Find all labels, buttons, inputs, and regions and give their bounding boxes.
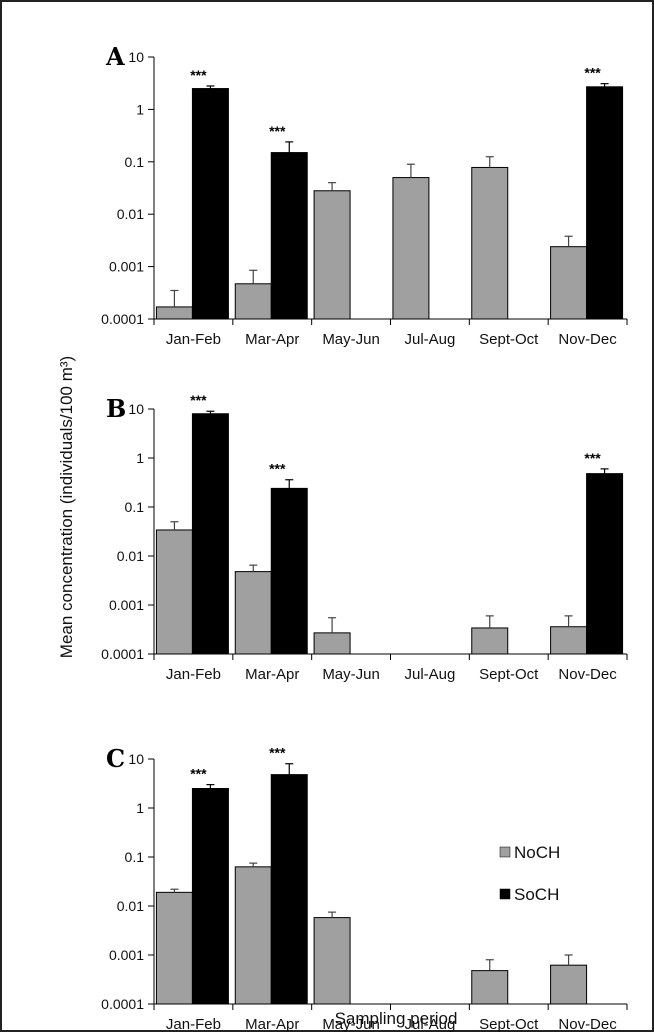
bar-noch — [392, 177, 430, 320]
bar-noch — [313, 190, 351, 320]
bar-noch — [550, 626, 588, 655]
y-tick-label: 0.01 — [117, 548, 144, 564]
bar-soch — [586, 86, 624, 320]
y-tick-label: 0.001 — [109, 947, 144, 963]
y-tick-label: 1 — [136, 800, 144, 816]
y-tick-label: 0.0001 — [101, 646, 144, 662]
bar-noch — [471, 627, 509, 655]
x-tick-label: Jan-Feb — [166, 331, 221, 348]
significance-label: *** — [190, 67, 207, 83]
x-tick-label: Nov-Dec — [558, 331, 617, 348]
x-tick-label: Sept-Oct — [479, 331, 539, 348]
y-tick-label: 1 — [136, 450, 144, 466]
x-tick-label: Jul-Aug — [404, 331, 455, 348]
bar-noch — [155, 891, 193, 1005]
panel-c: 10 1 0.1 0.01 0.001 0.0001 C Jan-Feb Mar-Apr May-… — [101, 744, 628, 1033]
y-tick-label: 0.001 — [109, 259, 144, 275]
x-tick-label: Sept-Oct — [479, 666, 539, 683]
significance-label: *** — [269, 123, 286, 139]
bar-noch — [234, 283, 272, 320]
bar-noch — [471, 166, 509, 320]
significance-label: *** — [584, 65, 601, 81]
x-tick-label: May-Jun — [322, 331, 380, 348]
bar-soch — [270, 152, 308, 320]
y-tick-label: 0.01 — [117, 206, 144, 222]
x-tick-label: Mar-Apr — [245, 331, 299, 348]
y-tick-label: 1 — [136, 101, 144, 117]
y-tick-label: 0.0001 — [101, 311, 144, 327]
y-tick-label: 0.0001 — [101, 996, 144, 1012]
bar-noch — [155, 306, 193, 320]
y-tick-label: 10 — [128, 751, 144, 767]
x-tick-label: Jul-Aug — [404, 666, 455, 683]
y-tick-label: 0.1 — [125, 849, 145, 865]
y-tick-label: 10 — [128, 49, 144, 65]
y-tick-label: 0.001 — [109, 597, 144, 613]
significance-label: *** — [190, 392, 207, 408]
x-tick-label: Mar-Apr — [245, 1016, 299, 1033]
bar-soch — [270, 774, 308, 1005]
x-tick-label: Jan-Feb — [166, 1016, 221, 1033]
panel-a: 10 1 0.1 0.01 0.001 0.0001 A Jan-Feb Mar-Apr May-… — [101, 42, 628, 348]
bar-noch — [550, 246, 588, 320]
x-tick-label: Nov-Dec — [558, 666, 617, 683]
bar-soch — [191, 88, 229, 320]
bar-noch — [155, 529, 193, 655]
bar-soch — [270, 487, 308, 655]
legend-label-noch: NoCH — [514, 843, 560, 862]
panel-b: 10 1 0.1 0.01 0.001 0.0001 B Jan-Feb Mar-Apr May-… — [101, 392, 628, 683]
bar-noch — [234, 866, 272, 1005]
significance-label: *** — [190, 766, 207, 782]
x-tick-label: May-Jun — [322, 666, 380, 683]
legend-swatch-soch — [499, 888, 511, 900]
y-tick-label: 0.1 — [125, 499, 145, 515]
bar-soch — [191, 413, 229, 655]
x-tick-label: May-Jun — [322, 1016, 380, 1033]
y-tick-label: 0.1 — [125, 154, 145, 170]
legend-label-soch: SoCH — [514, 885, 559, 904]
x-tick-label: Jan-Feb — [166, 666, 221, 683]
significance-label: *** — [584, 450, 601, 466]
panel-letter: C — [106, 744, 125, 773]
panel-letter: A — [105, 42, 125, 71]
significance-label: *** — [269, 461, 286, 477]
y-tick-label: 10 — [128, 401, 144, 417]
x-tick-label: Nov-Dec — [558, 1016, 617, 1033]
bar-noch — [471, 970, 509, 1005]
x-tick-label: Sept-Oct — [479, 1016, 539, 1033]
y-tick-label: 0.01 — [117, 898, 144, 914]
y-axis-label: Mean concentration (individuals/100 m³) — [57, 356, 76, 658]
legend: NoCH SoCH — [499, 843, 560, 904]
bar-noch — [313, 632, 351, 655]
significance-label: *** — [269, 745, 286, 761]
bar-soch — [586, 473, 624, 655]
bar-noch — [234, 571, 272, 655]
panel-letter: B — [106, 394, 126, 423]
x-axis-label: Sampling period — [335, 1009, 458, 1028]
legend-swatch-noch — [499, 846, 511, 858]
bar-noch — [550, 964, 588, 1005]
x-tick-label: Mar-Apr — [245, 666, 299, 683]
bar-noch — [313, 917, 351, 1005]
x-tick-label: Jul-Aug — [404, 1016, 455, 1033]
bar-soch — [191, 788, 229, 1005]
